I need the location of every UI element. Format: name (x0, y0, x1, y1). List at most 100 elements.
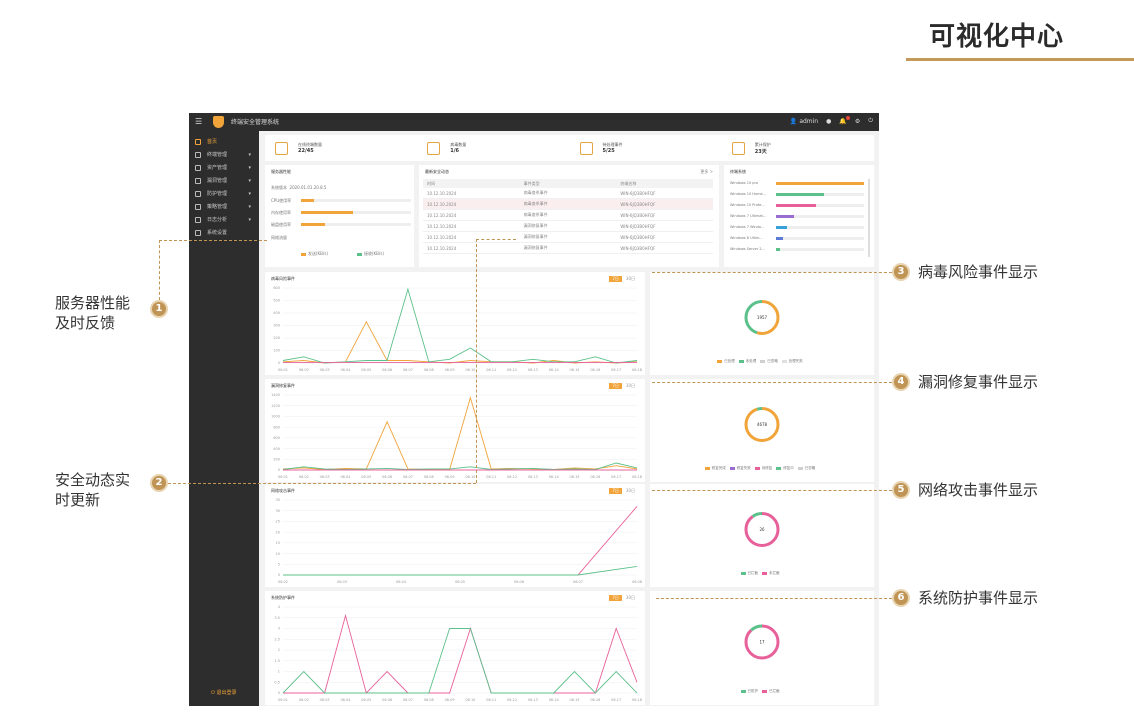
scrollbar[interactable] (868, 179, 870, 257)
toggle-7d[interactable]: 7日 (609, 488, 622, 494)
x-tick-label: 06.07 (573, 580, 583, 584)
legend-item[interactable]: 已拦截 (762, 689, 780, 693)
leader-line (159, 240, 160, 300)
toggle-30d[interactable]: 30日 (625, 383, 635, 388)
x-tick-label: 06.08 (424, 475, 434, 479)
os-label: Windows Server 2... (730, 247, 765, 251)
ring-center-value: 17 (759, 640, 765, 645)
toggle-30d[interactable]: 30日 (625, 488, 635, 493)
dot-icon[interactable]: ● (826, 117, 832, 125)
toggle-7d[interactable]: 7日 (609, 595, 622, 601)
sidebar-item-logs[interactable]: 日志分析 ▾ (189, 213, 259, 226)
range-toggle[interactable]: 7日 30日 (609, 383, 637, 389)
range-toggle[interactable]: 7日 30日 (609, 276, 637, 282)
y-tick-label: 300 (273, 324, 280, 328)
line-chart: 0 100 200 300 400 500 600 06.01 06.02 06.03 06.04 0… (273, 286, 642, 372)
os-bar (776, 248, 780, 251)
y-tick-label: 1400 (271, 393, 280, 397)
y-tick-label: 2 (278, 648, 280, 652)
ring-segment (744, 624, 780, 660)
power-icon[interactable]: ⏻ (868, 117, 873, 124)
toggle-30d[interactable]: 30日 (625, 276, 635, 281)
legend-item[interactable]: 已防护 (740, 689, 758, 693)
legend-item[interactable]: 修复中 (776, 466, 794, 470)
x-tick-label: 06.11 (486, 475, 496, 479)
topbar-right: 👤 admin ● 🔔 ⚙ ⏻ (789, 115, 873, 125)
gear-icon[interactable]: ⚙ (854, 117, 861, 125)
legend-item[interactable]: 修复完成 (704, 466, 726, 470)
x-tick-label: 06.10 (465, 475, 475, 479)
line-chart-panel: 网络攻击事件 7日 30日 0 5 10 15 20 25 30 35 06.02 06.03 06.04… (265, 484, 645, 587)
line-chart: 0 200 400 600 800 1000 1200 1400 06.01 06.02 06.03… (271, 393, 642, 479)
more-link[interactable]: 更多 > (700, 169, 713, 174)
legend-item[interactable]: 待修复 (754, 466, 772, 470)
annotation-text: 安全动态实 时更新 (55, 471, 131, 509)
chevron-down-icon: ▾ (248, 216, 251, 223)
bell-icon[interactable]: 🔔 (839, 115, 850, 125)
legend-item[interactable]: 已处理 (717, 359, 735, 363)
sidebar-item-vuln[interactable]: 漏洞管理 ▾ (189, 174, 259, 187)
y-tick-label: 5 (278, 562, 280, 566)
range-toggle[interactable]: 7日 30日 (609, 488, 637, 494)
chart-title: 网络攻击事件 (271, 488, 295, 493)
sidebar-item-policy[interactable]: 策略管理 ▾ (189, 200, 259, 213)
legend-item[interactable]: 修复失败 (729, 466, 751, 470)
x-tick-label: 06.04 (340, 475, 351, 479)
x-tick-label: 06.12 (507, 368, 517, 372)
toggle-7d[interactable]: 7日 (609, 383, 622, 389)
server-panel: 服务器性能 系统版本 2020.01.01.20.8.5 CPU使用率 内存使用… (265, 165, 414, 267)
os-bar-bg (776, 248, 864, 251)
y-tick-label: 20 (276, 530, 280, 534)
legend-item[interactable]: 未拦截 (762, 571, 780, 575)
table-row[interactable]: 10.12.10.2024 漏洞修复事件 WIN-6JQ3B0HFQF (423, 243, 713, 254)
cpu-bar-bg (301, 199, 411, 202)
sidebar-item-home[interactable]: 首页 (189, 135, 259, 148)
y-tick-label: 25 (276, 520, 280, 524)
y-tick-label: 1200 (271, 404, 280, 408)
toggle-30d[interactable]: 30日 (625, 595, 635, 600)
os-label: Windows 10 Profe... (730, 203, 765, 207)
app-name: 终端安全管理系统 (231, 119, 280, 126)
mem-label: 内存使用率 (271, 210, 291, 215)
os-label: Windows 10 Home... (730, 192, 766, 196)
legend-item[interactable]: 已忽略 (760, 359, 778, 363)
os-bar-bg (776, 237, 864, 240)
table-row[interactable]: 10.12.10.2024 病毒查杀事件 WIN-6JQ3B0HFQF (423, 188, 713, 199)
table-row[interactable]: 10.12.10.2024 病毒查杀事件 WIN-6JQ3B0HFQF (423, 210, 713, 221)
sidebar-item-protect[interactable]: 防护管理 ▾ (189, 187, 259, 200)
annotation-text: 漏洞修复事件显示 (918, 373, 1039, 391)
legend-item[interactable]: 未处理 (738, 359, 756, 363)
legend-item[interactable]: 处理失败 (781, 359, 803, 363)
server-row: 系统版本 2020.01.01.20.8.5 (271, 185, 327, 190)
table-row[interactable]: 10.12.10.2024 病毒查杀事件 WIN-6JQ3B0HFQF (423, 199, 713, 210)
server-panel-title: 服务器性能 (271, 169, 291, 174)
menu-icon[interactable]: ☰ (195, 117, 203, 126)
logout-button[interactable]: ⏻ 退出登录 (211, 690, 237, 696)
user-icon[interactable]: 👤 admin (789, 117, 819, 125)
legend-item[interactable]: 已拦截 (740, 571, 758, 575)
table-row[interactable]: 10.12.10.2024 漏洞修复事件 WIN-6JQ3B0HFQF (423, 221, 713, 232)
y-tick-label: 0 (278, 573, 280, 577)
line-chart: 0 5 10 15 20 25 30 35 06.02 06.03 06.04 06.05 06.06 0… (276, 498, 642, 584)
x-tick-label: 06.04 (340, 698, 351, 702)
toggle-7d[interactable]: 7日 (609, 276, 622, 282)
os-label: Windows 7 Windo... (730, 225, 765, 229)
x-tick-label: 06.13 (528, 368, 538, 372)
annotation-text: 病毒风险事件显示 (918, 263, 1039, 281)
dynamics-table: 时间 事件类型 终端名称 10.12.10.2024 病毒查杀事件 WIN-6JQ3… (423, 179, 713, 254)
ring-legend: 已处理 未处理 已忽略 处理失败 (650, 359, 874, 364)
y-tick-label: 200 (273, 336, 280, 340)
sidebar-item-terminal[interactable]: 终端管理 ▾ (189, 148, 259, 161)
legend-item[interactable]: 已忽略 (797, 466, 815, 470)
x-tick-label: 06.06 (382, 698, 392, 702)
range-toggle[interactable]: 7日 30日 (609, 595, 637, 601)
page-title: 可视化中心 (928, 22, 1064, 52)
ring-chart: 1957 (744, 300, 780, 335)
os-bar-bg (776, 226, 864, 229)
annotation-badge: 1 (150, 300, 168, 318)
cpu-label: CPU使用率 (271, 198, 292, 203)
table-row[interactable]: 10.12.10.2024 漏洞修复事件 WIN-6JQ3B0HFQF (423, 232, 713, 243)
stat-days: 累计保护 23天 (722, 135, 874, 161)
sidebar-item-assets[interactable]: 资产管理 ▾ (189, 161, 259, 174)
sidebar-item-settings[interactable]: 系统设置 (189, 226, 259, 239)
